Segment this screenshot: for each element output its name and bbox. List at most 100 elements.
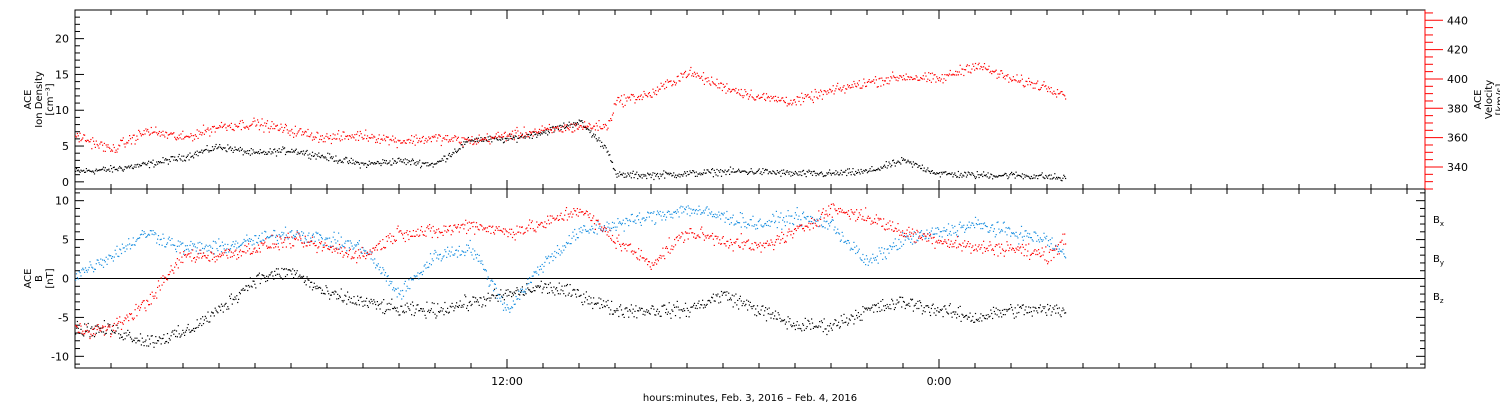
data-point bbox=[596, 302, 598, 304]
data-point bbox=[953, 311, 955, 313]
data-point bbox=[551, 132, 553, 134]
data-point bbox=[238, 122, 241, 125]
data-point bbox=[125, 245, 127, 247]
data-point bbox=[845, 169, 847, 171]
data-point bbox=[944, 230, 946, 232]
data-point bbox=[408, 160, 410, 162]
data-point bbox=[906, 235, 908, 237]
data-point bbox=[1015, 171, 1017, 173]
data-point bbox=[315, 158, 317, 160]
data-point bbox=[186, 135, 188, 138]
data-point bbox=[585, 128, 587, 130]
data-point bbox=[88, 331, 90, 333]
data-point bbox=[502, 142, 505, 144]
data-point bbox=[987, 68, 989, 70]
data-point bbox=[895, 162, 897, 164]
data-point bbox=[757, 311, 759, 313]
data-point bbox=[726, 210, 728, 213]
data-point bbox=[864, 170, 866, 172]
data-point bbox=[612, 112, 614, 114]
data-point bbox=[92, 334, 94, 337]
data-point bbox=[512, 300, 514, 302]
data-point bbox=[548, 262, 550, 264]
data-point bbox=[803, 329, 805, 331]
data-point bbox=[331, 251, 333, 253]
data-point bbox=[216, 259, 218, 261]
data-point bbox=[280, 238, 282, 240]
data-point bbox=[702, 210, 705, 212]
data-point bbox=[725, 173, 727, 176]
data-point bbox=[550, 129, 552, 131]
data-point bbox=[179, 252, 181, 254]
data-point bbox=[147, 128, 149, 131]
data-point bbox=[988, 65, 990, 67]
data-point bbox=[158, 244, 160, 246]
data-point bbox=[181, 138, 183, 140]
data-point bbox=[179, 158, 181, 160]
data-point bbox=[894, 165, 896, 167]
data-point bbox=[580, 294, 582, 296]
data-point bbox=[698, 173, 700, 175]
data-point bbox=[737, 170, 739, 172]
data-point bbox=[653, 178, 655, 181]
data-point bbox=[517, 298, 519, 300]
data-point bbox=[266, 236, 269, 238]
data-point bbox=[379, 142, 381, 144]
data-point bbox=[713, 216, 715, 218]
data-point bbox=[400, 305, 402, 307]
data-point bbox=[402, 142, 404, 144]
data-point bbox=[792, 102, 794, 104]
data-point bbox=[407, 306, 409, 308]
data-point bbox=[736, 304, 738, 306]
data-point bbox=[243, 126, 245, 128]
data-point bbox=[509, 134, 511, 136]
data-point bbox=[670, 80, 672, 82]
data-point bbox=[523, 290, 525, 292]
data-point bbox=[720, 218, 722, 220]
data-point bbox=[325, 135, 327, 137]
data-point bbox=[1033, 174, 1035, 176]
data-point bbox=[363, 249, 365, 251]
data-point bbox=[670, 317, 672, 319]
data-point bbox=[515, 290, 517, 292]
data-point bbox=[418, 161, 420, 163]
data-point bbox=[418, 278, 420, 280]
data-point bbox=[158, 336, 160, 338]
data-point bbox=[307, 154, 309, 156]
data-point bbox=[405, 311, 407, 313]
data-point bbox=[797, 218, 799, 220]
data-point bbox=[207, 127, 209, 129]
data-point bbox=[293, 150, 295, 152]
data-point bbox=[236, 125, 238, 127]
data-point bbox=[638, 219, 640, 221]
data-point bbox=[671, 309, 673, 311]
data-point bbox=[624, 223, 626, 225]
data-point bbox=[943, 78, 945, 80]
data-point bbox=[987, 231, 989, 233]
data-point bbox=[510, 137, 512, 140]
data-point bbox=[563, 126, 565, 128]
data-point bbox=[579, 120, 581, 122]
data-point bbox=[486, 140, 488, 142]
data-point bbox=[422, 162, 424, 164]
data-point bbox=[353, 257, 355, 259]
data-point bbox=[337, 240, 339, 242]
data-point bbox=[676, 209, 678, 211]
data-point bbox=[553, 286, 555, 288]
data-point bbox=[1024, 85, 1026, 87]
data-point bbox=[977, 64, 979, 66]
data-point bbox=[713, 83, 715, 85]
data-point bbox=[890, 76, 892, 78]
data-point bbox=[815, 91, 817, 93]
data-point bbox=[700, 304, 702, 306]
data-point bbox=[982, 315, 984, 317]
data-point bbox=[122, 323, 124, 325]
data-point bbox=[415, 308, 417, 310]
data-point bbox=[910, 298, 912, 300]
data-point bbox=[776, 227, 778, 229]
data-point bbox=[838, 327, 841, 329]
data-point bbox=[901, 76, 903, 78]
data-point bbox=[575, 124, 578, 126]
data-point bbox=[593, 125, 595, 127]
data-point bbox=[195, 250, 197, 252]
